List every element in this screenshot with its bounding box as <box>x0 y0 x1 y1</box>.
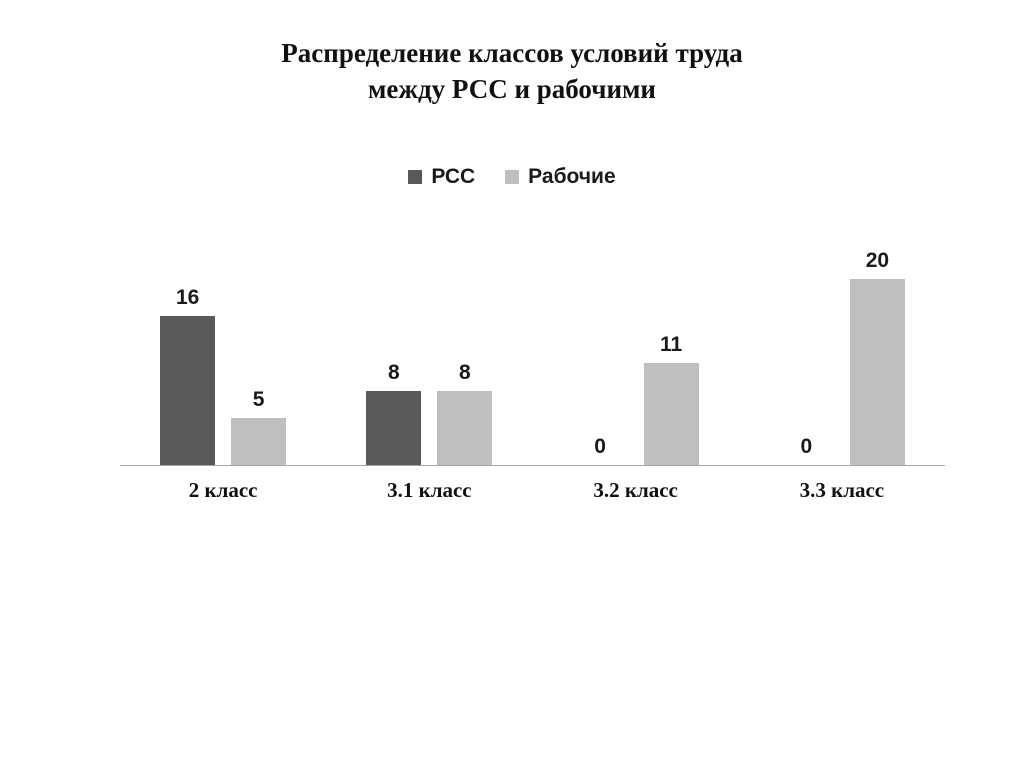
legend-label: РСС <box>431 165 476 189</box>
chart-title-line-1: Распределение классов условий труда <box>281 38 743 68</box>
chart-legend: РСС Рабочие <box>0 165 1024 189</box>
bar <box>643 363 699 466</box>
bar-value-label: 0 <box>594 435 606 459</box>
bar-with-label: 16 <box>160 286 216 466</box>
bar-with-label: 8 <box>437 361 493 466</box>
chart-title-line-2: между РСС и рабочими <box>368 73 656 104</box>
category-label: 3.2 класс <box>593 478 678 503</box>
bar-with-label: 11 <box>643 333 699 466</box>
category-label: 3.1 класс <box>387 478 472 503</box>
bar-value-label: 11 <box>660 333 683 357</box>
bar-group: 0 11 <box>533 333 739 466</box>
bar <box>437 391 493 466</box>
bar <box>366 391 422 466</box>
bar <box>231 418 287 466</box>
bar <box>160 316 216 466</box>
bar-with-label: 0 <box>573 435 628 465</box>
bar-value-label: 16 <box>175 286 200 310</box>
bar-value-label: 8 <box>459 361 471 385</box>
legend-item: РСС <box>408 165 475 189</box>
bar <box>849 279 905 466</box>
bar-with-label: 20 <box>849 249 905 466</box>
legend-swatch-icon <box>505 170 520 185</box>
bar-group: 0 20 <box>739 249 945 466</box>
category-label: 2 класс <box>188 478 258 503</box>
bar-with-label: 0 <box>779 435 834 465</box>
bar-with-label: 5 <box>231 388 287 466</box>
bars-row: 16 5 8 8 0 11 0 20 <box>120 229 945 467</box>
chart-slide: Распределение классов условий труда межд… <box>0 36 1024 767</box>
bar-value-label: 8 <box>388 361 400 385</box>
legend-label: Рабочие <box>528 165 616 189</box>
legend-swatch-icon <box>408 170 423 185</box>
bar-value-label: 20 <box>865 249 890 273</box>
category-axis: 2 класс 3.1 класс 3.2 класс 3.3 класс <box>120 466 945 503</box>
plot-area: 16 5 8 8 0 11 0 20 2 класс 3.1 класс 3.2 класс 3.3… <box>120 229 945 503</box>
bar-with-label: 8 <box>366 361 422 466</box>
bar-value-label: 0 <box>800 435 813 459</box>
category-label: 3.3 класс <box>799 478 885 503</box>
bar-group: 16 5 <box>120 286 326 466</box>
bar-value-label: 5 <box>252 388 265 412</box>
chart-title: Распределение классов условий труда межд… <box>0 36 1024 107</box>
legend-item: Рабочие <box>505 165 616 189</box>
